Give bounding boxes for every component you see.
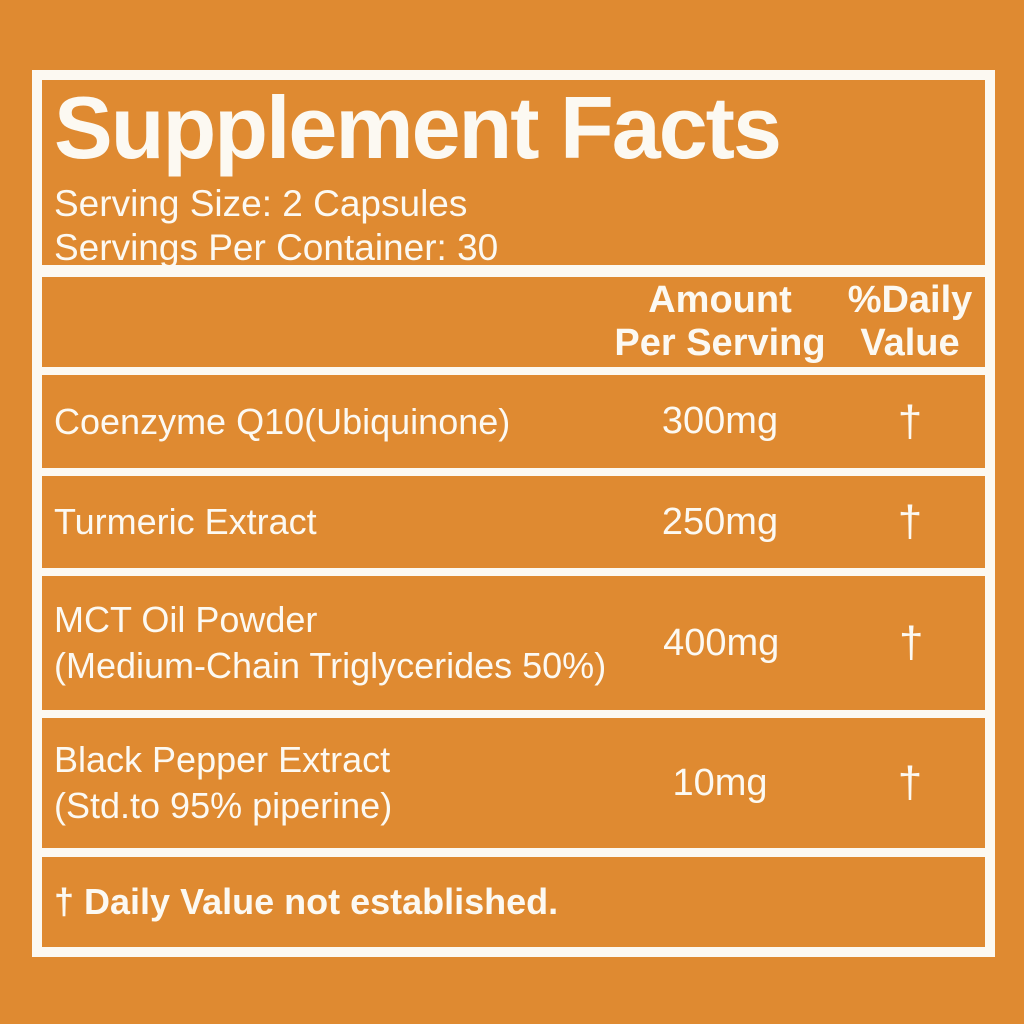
ingredient-name-line1: MCT Oil Powder <box>54 599 318 640</box>
column-header-amount: Amount Per Serving <box>605 279 835 365</box>
ingredient-amount: 400mg <box>663 621 780 664</box>
column-header-daily-value: %Daily Value <box>835 279 985 365</box>
ingredient-row-coenzyme-q10: Coenzyme Q10(Ubiquinone) 300mg † <box>42 375 985 468</box>
serving-size-text: Serving Size: 2 Capsules <box>54 183 468 224</box>
footnote-divider <box>42 848 985 857</box>
ingredient-name-line1: Coenzyme Q10(Ubiquinone) <box>54 400 511 442</box>
ingredient-row-turmeric-extract: Turmeric Extract 250mg † <box>42 476 985 568</box>
serving-info: Serving Size: 2 Capsules Servings Per Co… <box>54 182 975 270</box>
row-divider <box>42 710 985 718</box>
ingredient-daily-value-dagger: † <box>897 758 923 807</box>
ingredient-name: Black Pepper Extract (Std.to 95% piperin… <box>54 737 605 829</box>
dv-header-line1: %Daily <box>847 279 973 321</box>
supplement-facts-panel: Supplement Facts Serving Size: 2 Capsule… <box>32 70 995 957</box>
ingredient-name-line2: (Std.to 95% piperine) <box>54 785 393 826</box>
row-divider <box>42 367 985 375</box>
ingredient-daily-value-dagger: † <box>898 618 924 667</box>
ingredient-name: Turmeric Extract <box>54 499 605 545</box>
ingredient-name-line2: (Medium-Chain Triglycerides 50%) <box>54 645 607 686</box>
ingredient-row-black-pepper-extract: Black Pepper Extract (Std.to 95% piperin… <box>42 718 985 848</box>
footnote-row: † Daily Value not established. <box>42 857 985 947</box>
daily-value-footnote: † Daily Value not established. <box>54 881 559 922</box>
ingredient-row-mct-oil-powder: MCT Oil Powder (Medium-Chain Triglycerid… <box>42 576 985 710</box>
dv-header-line2: Value <box>860 322 960 364</box>
panel-title: Supplement Facts <box>54 78 782 177</box>
amount-header-line2: Per Serving <box>614 322 826 364</box>
ingredient-daily-value-dagger: † <box>897 396 923 446</box>
servings-per-container-text: Servings Per Container: 30 <box>54 227 499 268</box>
ingredient-name: MCT Oil Powder (Medium-Chain Triglycerid… <box>54 597 606 689</box>
ingredient-amount: 250mg <box>661 500 779 543</box>
ingredient-name-line1: Black Pepper Extract <box>54 739 391 780</box>
row-divider <box>42 568 985 576</box>
title-block: Supplement Facts Serving Size: 2 Capsule… <box>42 78 985 269</box>
column-header-row: Amount Per Serving %Daily Value <box>42 277 985 367</box>
amount-header-line1: Amount <box>648 279 792 321</box>
ingredient-amount: 10mg <box>672 761 768 804</box>
title-divider <box>42 265 985 277</box>
ingredient-amount: 300mg <box>661 400 779 442</box>
ingredient-name: Coenzyme Q10(Ubiquinone) <box>54 399 605 445</box>
ingredient-daily-value-dagger: † <box>897 497 923 546</box>
row-divider <box>42 468 985 476</box>
ingredient-name-line1: Turmeric Extract <box>54 501 317 542</box>
